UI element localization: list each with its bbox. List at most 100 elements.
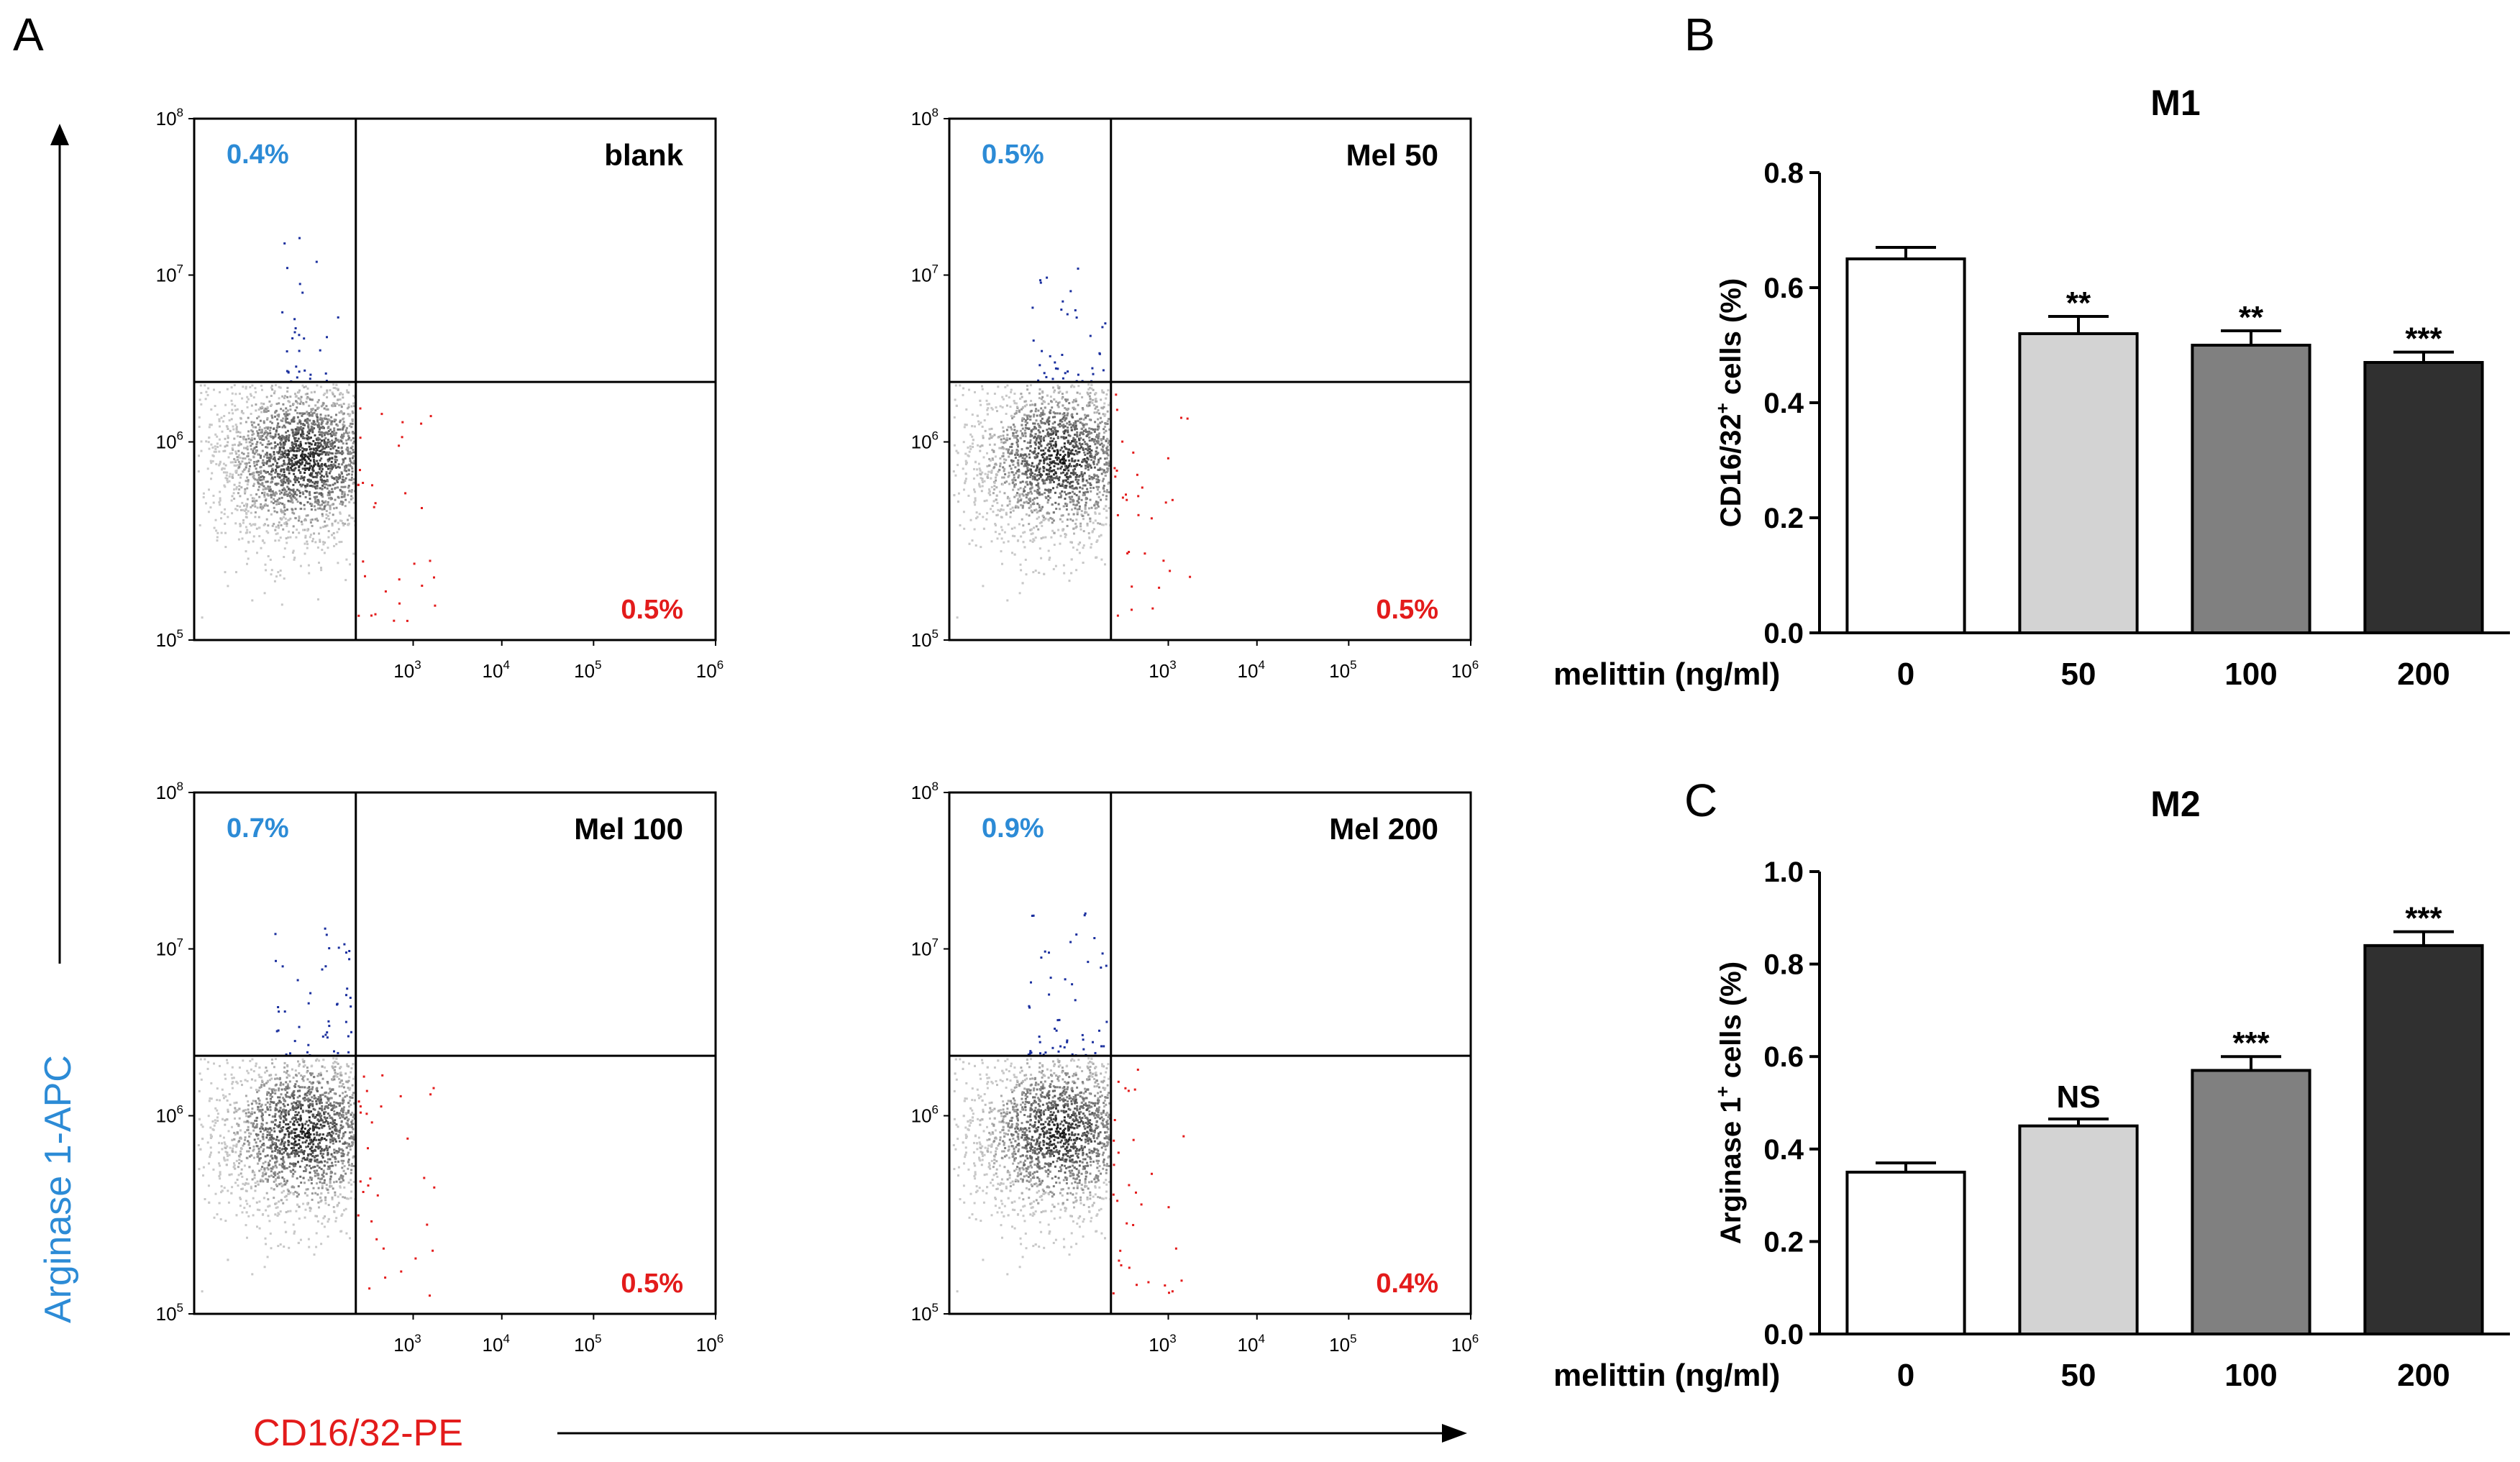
flow-x-tick-label: 104 [483,1332,510,1356]
flow-x-tick-label: 105 [1329,1332,1356,1356]
flow-y-axis-arrow [50,124,69,964]
bar-100 [2191,1069,2311,1335]
bar-200 [2363,361,2484,634]
significance-label: *** [2405,901,2442,936]
lower-right-percent: 0.5% [621,595,683,625]
flow-x-tick-label: 105 [574,658,601,682]
flow-dots [197,927,436,1297]
flow-y-tick-label: 106 [156,429,183,453]
flow-panel-3: 108 107 106 105 103 104 105 106 0.9% 0.4% Mel 200 [911,780,1479,1356]
flow-y-tick-label: 108 [911,106,939,129]
flow-panel-0: 108 107 106 105 103 104 105 106 0.4% 0.5% blank [156,106,724,682]
lower-right-percent: 0.4% [1376,1269,1438,1299]
panel-letter-c: C [1684,775,1717,826]
y-tick-label: 0.8 [1763,949,1804,981]
y-axis-label: Arginase 1+ cells (%) [1712,961,1747,1244]
y-tick-label: 0.0 [1763,1319,1804,1351]
flow-x-tick-label: 103 [393,1332,421,1356]
category-label: 0 [1897,1358,1914,1393]
sample-label: blank [604,138,683,172]
bar-0 [1845,1170,1966,1335]
sample-label: Mel 50 [1346,138,1438,172]
flow-x-tick-label: 103 [1149,1332,1176,1356]
flow-plot-frame [193,791,717,1315]
flow-x-tick-label: 104 [483,658,510,682]
y-tick-label: 0.6 [1763,1041,1804,1073]
flow-x-tick-label: 106 [696,658,723,682]
bar-chart-title: M1 [2150,83,2200,123]
category-label: 0 [1897,657,1914,692]
upper-left-percent: 0.7% [227,813,289,844]
flow-y-tick-label: 105 [911,1301,939,1325]
flow-y-tick-label: 107 [156,936,183,960]
category-label: 50 [2061,1358,2096,1393]
flow-y-tick-label: 106 [911,1103,939,1127]
lower-right-percent: 0.5% [1376,595,1438,625]
bar-chart-title: M2 [2150,784,2200,824]
upper-left-percent: 0.4% [227,140,289,170]
y-tick-label: 0.4 [1763,388,1804,419]
y-tick-label: 0.0 [1763,618,1804,649]
bar-charts: M1 0.0 0.2 0.4 0.6 0.8 CD16/32+ cells (%) melit… [1553,83,2510,1393]
y-tick-label: 0.6 [1763,273,1804,304]
flow-x-tick-label: 103 [1149,658,1176,682]
category-label: 100 [2224,1358,2277,1393]
flow-panel-1: 108 107 106 105 103 104 105 106 0.5% 0.5% Mel 50 [911,106,1479,682]
y-tick-label: 0.4 [1763,1134,1804,1166]
flow-x-axis-arrow [557,1424,1467,1443]
flow-x-tick-label: 105 [574,1332,601,1356]
y-tick-label: 1.0 [1763,856,1804,888]
flow-x-tick-label: 106 [1451,658,1479,682]
bar-0 [1845,257,1966,634]
x-axis-label: melittin (ng/ml) [1553,657,1780,692]
bar-chart-C: M2 0.0 0.2 0.4 0.6 0.8 1.0 Arginase 1+ cells (%… [1553,784,2510,1393]
flow-y-tick-label: 108 [156,780,183,803]
flow-plot-frame [948,791,1472,1315]
flow-y-tick-label: 105 [156,627,183,651]
panel-letter-a: A [13,9,44,60]
flow-y-tick-label: 107 [911,262,939,286]
category-label: 200 [2397,1358,2450,1393]
category-label: 200 [2397,657,2450,692]
y-axis-label: CD16/32+ cells (%) [1712,278,1747,527]
upper-left-percent: 0.5% [982,140,1044,170]
sample-label: Mel 100 [574,812,683,846]
flow-x-tick-label: 106 [696,1332,723,1356]
category-label: 50 [2061,657,2096,692]
panel-letter-b: B [1684,9,1715,60]
significance-label: *** [2405,321,2442,357]
significance-label: ** [2239,300,2264,335]
flow-plot-frame [948,117,1472,641]
significance-label: *** [2232,1025,2270,1061]
flow-y-tick-label: 106 [911,429,939,453]
category-label: 100 [2224,657,2277,692]
bar-200 [2363,944,2484,1335]
flow-x-tick-label: 104 [1238,658,1265,682]
flow-x-tick-label: 106 [1451,1332,1479,1356]
flow-y-tick-label: 105 [911,627,939,651]
significance-label: ** [2066,285,2091,321]
flow-x-axis-title: CD16/32-PE [253,1412,463,1454]
flow-y-tick-label: 108 [911,780,939,803]
significance-label: NS [2056,1079,2100,1115]
sample-label: Mel 200 [1329,812,1438,846]
y-tick-label: 0.2 [1763,503,1804,534]
bar-100 [2191,344,2311,634]
flow-y-axis-title: Arginase 1-APC [37,1055,79,1323]
flow-panel-2: 108 107 106 105 103 104 105 106 0.7% 0.5% Mel 100 [156,780,724,1356]
flow-dots [197,237,437,622]
x-axis-label: melittin (ng/ml) [1553,1358,1780,1393]
flow-y-tick-label: 106 [156,1103,183,1127]
flow-x-tick-label: 105 [1329,658,1356,682]
flow-y-tick-label: 107 [911,936,939,960]
flow-y-tick-label: 105 [156,1301,183,1325]
flow-x-tick-label: 103 [393,658,421,682]
flow-dots [952,268,1192,619]
bar-chart-B: M1 0.0 0.2 0.4 0.6 0.8 CD16/32+ cells (%) melit… [1553,83,2510,692]
flow-y-tick-label: 107 [156,262,183,286]
lower-right-percent: 0.5% [621,1269,683,1299]
flow-y-tick-label: 108 [156,106,183,129]
flow-x-tick-label: 104 [1238,1332,1265,1356]
flow-plot-frame [193,117,717,641]
